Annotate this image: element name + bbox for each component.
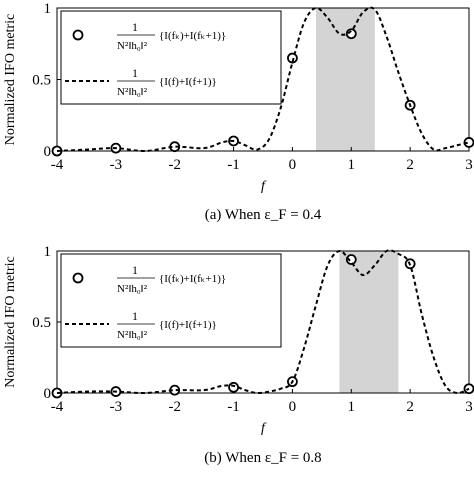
series-dashed-line xyxy=(56,6,470,153)
y-tick-label: 1 xyxy=(44,1,52,17)
series-dashed-line xyxy=(56,249,470,395)
shaded-region xyxy=(315,8,375,151)
fraction-denominator: N²‖h₀‖² xyxy=(117,40,148,52)
figure-caption: (b) When ε_F = 0.8 xyxy=(204,450,321,466)
legend-marker-circle xyxy=(72,272,84,284)
x-tick-label: 0 xyxy=(289,399,297,415)
x-tick-label: 2 xyxy=(406,399,414,415)
x-tick-label: 1 xyxy=(348,157,356,173)
fraction-denominator: N²‖h₀‖² xyxy=(117,329,148,341)
chart-panel-a: -4 -3 -2 -1 0 1 2 3 0 0.5 1 Normalized IFO metric f 1… xyxy=(3,1,474,223)
legend-formula: 1/(N²‖h₀‖²){I(f)+I(f+1)}1N²‖h₀‖²{I(f)+I(… xyxy=(117,66,217,98)
legend-formula: 1/(N²‖h₀‖²){I(f_k)+I(f_k+1)}1N²‖h₀‖²{I(f… xyxy=(117,20,226,52)
formula-body: {I(f)+I(f+1)} xyxy=(159,76,217,88)
data-point-marker xyxy=(287,52,298,64)
fraction-numerator: 1 xyxy=(132,309,138,323)
y-tick-label: 0 xyxy=(44,144,52,160)
fraction-denominator: N²‖h₀‖² xyxy=(117,86,148,98)
x-tick-label: -4 xyxy=(51,157,64,173)
y-tick-label: 0.5 xyxy=(32,315,51,331)
legend-frame xyxy=(60,10,282,105)
figure-caption: (a) When ε_F = 0.4 xyxy=(205,207,322,223)
formula-body: {I(f)+I(f+1)} xyxy=(159,319,217,331)
legend-frame xyxy=(60,253,282,348)
y-tick-label: 0.5 xyxy=(32,73,51,89)
chart-panel-b: -4 -3 -2 -1 0 1 2 3 0 0.5 1 Normalized IFO metric f 1… xyxy=(3,244,474,466)
legend-marker-circle xyxy=(72,29,84,41)
fraction-numerator: 1 xyxy=(132,20,138,34)
y-axis-label: Normalized IFO metric xyxy=(3,14,18,145)
x-tick-label: -4 xyxy=(51,399,64,415)
x-tick-label: -1 xyxy=(227,399,240,415)
data-point-marker xyxy=(345,254,357,265)
x-tick-label: -2 xyxy=(168,157,181,173)
legend-formula: 1/(N²‖h₀‖²){I(f)+I(f+1)}1N²‖h₀‖²{I(f)+I(… xyxy=(117,309,217,341)
x-tick-label: 2 xyxy=(406,157,414,173)
x-tick-label: 3 xyxy=(465,399,473,415)
legend-formula: 1/(N²‖h₀‖²){I(f_k)+I(f_k+1)}1N²‖h₀‖²{I(f… xyxy=(117,263,226,295)
y-tick-label: 0 xyxy=(44,386,52,402)
fraction-denominator: N²‖h₀‖² xyxy=(117,283,148,295)
y-tick-label: 1 xyxy=(44,244,52,260)
fraction-numerator: 1 xyxy=(132,263,138,277)
y-axis-label: Normalized IFO metric xyxy=(3,256,18,387)
x-axis-label: f xyxy=(261,179,267,194)
x-tick-label: 0 xyxy=(289,157,297,173)
x-tick-label: -2 xyxy=(168,399,181,415)
legend: 1/(N²‖h₀‖²){I(f_k)+I(f_k+1)}1N²‖h₀‖²{I(f… xyxy=(60,253,282,348)
data-point-marker xyxy=(345,28,357,40)
x-tick-label: 3 xyxy=(465,157,473,173)
x-tick-label: 1 xyxy=(348,399,356,415)
shaded-region xyxy=(339,251,399,393)
x-tick-label: -3 xyxy=(110,399,123,415)
x-axis-label: f xyxy=(261,421,267,436)
legend: 1/(N²‖h₀‖²){I(f_k)+I(f_k+1)}1N²‖h₀‖²{I(f… xyxy=(60,10,282,105)
formula-body: {I(fₖ)+I(fₖ+1)} xyxy=(159,273,226,285)
formula-body: {I(fₖ)+I(fₖ+1)} xyxy=(159,30,226,42)
fraction-numerator: 1 xyxy=(132,66,138,80)
x-tick-label: -1 xyxy=(227,157,240,173)
data-point-marker xyxy=(228,381,239,393)
x-tick-label: -3 xyxy=(110,157,123,173)
